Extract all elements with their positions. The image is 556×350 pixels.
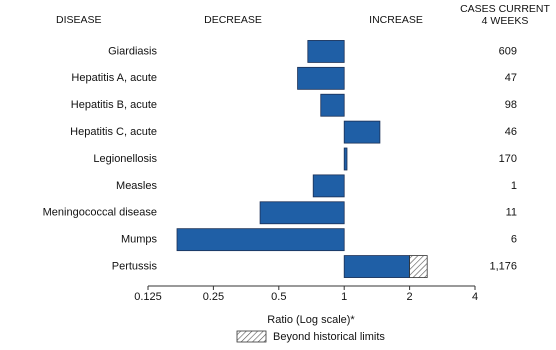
bar [176,228,345,252]
bar [297,66,345,90]
category-label: Pertussis [112,260,158,272]
cases-value: 1,176 [489,260,517,272]
category-label: Mumps [121,234,158,246]
header-cases: CASES CURRENT [460,3,550,15]
header-increase: INCREASE [369,14,423,26]
category-label: Legionellosis [93,153,157,165]
cases-value: 170 [499,153,517,165]
bar [343,120,381,144]
category-label: Hepatitis C, acute [70,126,157,138]
legend-swatch [236,330,267,343]
x-tick-label: 0.125 [134,291,162,303]
header-disease: DISEASE [56,14,102,26]
x-tick-label: 1 [341,291,347,303]
cases-value: 98 [505,99,517,111]
bar-beyond-limit [409,255,428,278]
bar [320,93,345,117]
bar [259,201,345,225]
header-decrease: DECREASE [204,14,262,26]
bar [312,174,345,198]
category-label: Hepatitis B, acute [71,99,157,111]
x-tick-label: 2 [407,291,413,303]
header-cases: 4 WEEKS [482,15,529,27]
cases-value: 609 [499,45,517,57]
x-axis-label: Ratio (Log scale)* [267,314,355,326]
cases-value: 47 [505,72,517,84]
legend-label: Beyond historical limits [273,331,385,343]
bar [343,147,348,171]
cases-value: 11 [506,207,517,219]
category-label: Meningococcal disease [43,207,157,219]
bar [307,40,345,63]
x-tick-label: 4 [472,291,478,303]
cases-value: 6 [511,234,517,246]
x-tick-label: 0.25 [203,291,224,303]
category-label: Giardiasis [108,45,157,57]
category-label: Measles [116,180,157,192]
cases-value: 1 [511,180,517,192]
bar [343,255,411,278]
x-tick-label: 0.5 [271,291,286,303]
cases-value: 46 [505,126,517,138]
category-label: Hepatitis A, acute [71,72,157,84]
